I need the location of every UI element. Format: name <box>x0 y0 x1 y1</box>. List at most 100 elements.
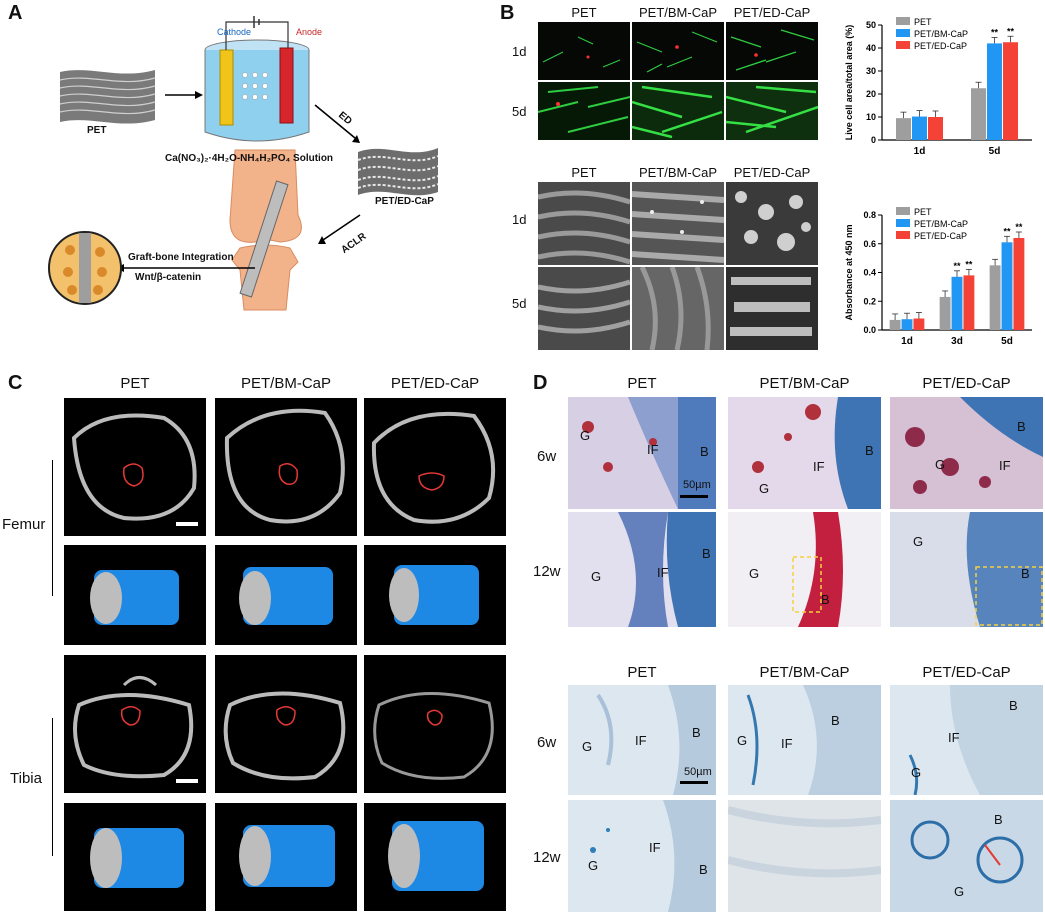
bar <box>1013 238 1025 330</box>
tb-bm-12w <box>728 800 881 912</box>
ct-femur-section-ed <box>364 398 506 536</box>
fluor-image-pet-1d <box>538 22 630 80</box>
masson-pet-12w <box>568 512 716 627</box>
y-tick-label: 0.2 <box>863 296 876 306</box>
label-if: IF <box>999 458 1011 473</box>
ct-tibia-3d-pet <box>64 803 206 911</box>
legend-label: PET/BM-CaP <box>914 29 968 39</box>
sem-image-ed-5d <box>726 267 818 350</box>
label-b: B <box>994 812 1003 827</box>
tibia-label: Tibia <box>10 770 42 787</box>
fluor-image-bm-1d <box>632 22 724 80</box>
bar <box>987 43 1002 140</box>
x-tick-label: 5d <box>989 146 1001 157</box>
panel-label-b: B <box>500 2 515 24</box>
label-if: IF <box>948 730 960 745</box>
hist-col-header: PET/BM-CaP <box>759 375 850 392</box>
bar <box>896 118 911 140</box>
ed-cap-fabric-image <box>357 148 439 196</box>
ct-col-header: PET/BM-CaP <box>240 375 331 392</box>
tb-col-header: PET/BM-CaP <box>759 664 850 681</box>
knee-joint-illustration <box>229 149 302 311</box>
ct-femur-section-pet <box>64 398 206 536</box>
bar <box>913 318 925 330</box>
pathway-label: Wnt/β-catenin <box>135 272 202 283</box>
ct-col-header: PET <box>120 375 150 392</box>
label-b: B <box>702 546 711 561</box>
sem-col-header: PET/BM-CaP <box>638 165 717 180</box>
chart-absorbance: 0.0 0.2 0.4 0.6 0.8 Absorbance at 450 nm 1d ** *… <box>844 207 1032 347</box>
label-if: IF <box>813 459 825 474</box>
ct-tibia-3d-ed <box>364 803 506 911</box>
legend-label: PET/ED-CaP <box>914 231 967 241</box>
y-tick-label: 0.0 <box>863 325 876 335</box>
bar <box>928 117 943 140</box>
label-g: G <box>588 858 599 873</box>
ct-tibia-section-ed <box>364 655 506 793</box>
integration-label: Graft-bone Integration <box>128 252 234 263</box>
y-tick-label: 50 <box>866 20 876 30</box>
significance-marker: ** <box>1003 226 1011 236</box>
ct-col-header: PET/ED-CaP <box>390 375 480 392</box>
ct-femur-3d-ed <box>364 545 506 645</box>
hist-row-label: 6w <box>537 448 557 465</box>
fluor-image-bm-5d <box>632 82 724 140</box>
y-tick-label: 0 <box>871 135 876 145</box>
label-b: B <box>1009 698 1018 713</box>
ct-tibia-3d-bm <box>215 803 357 911</box>
label-b: B <box>821 592 830 607</box>
sem-image-pet-5d <box>538 267 630 350</box>
ct-femur-section-bm <box>215 398 357 536</box>
significance-marker: ** <box>953 261 961 271</box>
pet-fabric-image <box>59 70 156 124</box>
label-g: G <box>591 569 602 584</box>
label-if: IF <box>647 442 659 457</box>
tb-row-label: 6w <box>537 734 557 751</box>
legend-swatch <box>896 219 910 227</box>
legend-label: PET/ED-CaP <box>914 41 967 51</box>
label-if: IF <box>649 840 661 855</box>
legend-swatch <box>896 29 910 37</box>
hist-row-label: 12w <box>533 563 561 580</box>
scale-label: 50µm <box>683 479 711 491</box>
panel-label-d: D <box>533 372 548 394</box>
label-b: B <box>1017 419 1026 434</box>
bar <box>939 296 951 330</box>
bar <box>951 276 963 330</box>
masson-ed-12w <box>890 512 1043 627</box>
x-tick-label: 1d <box>901 336 913 347</box>
bone-integration-circle <box>48 231 122 305</box>
bar <box>912 116 927 140</box>
y-tick-label: 20 <box>866 89 876 99</box>
sem-col-header: PET <box>571 165 597 180</box>
sem-col-header: PET/ED-CaP <box>733 165 811 180</box>
ct-tibia-section-bm <box>215 655 357 793</box>
label-g: G <box>913 534 924 549</box>
sem-image-bm-1d <box>632 182 724 265</box>
y-tick-label: 0.6 <box>863 239 876 249</box>
fluor-image-ed-1d <box>726 22 818 80</box>
bar <box>889 319 901 330</box>
sem-row-label: 5d <box>512 296 527 311</box>
significance-marker: ** <box>1007 26 1015 36</box>
label-g: G <box>935 457 946 472</box>
label-g: G <box>911 765 922 780</box>
tb-bm-6w <box>728 685 881 795</box>
pet-label: PET <box>87 125 107 136</box>
bar <box>1003 42 1018 140</box>
tb-ed-12w <box>890 800 1043 912</box>
bar <box>971 88 986 140</box>
label-b: B <box>692 725 701 740</box>
panel-label-a: A <box>8 2 23 24</box>
tb-col-header: PET/ED-CaP <box>922 664 1011 681</box>
label-g: G <box>759 481 770 496</box>
solution-label: Ca(NO₃)₂·4H₂O-NH₄H₂PO₄ Solution <box>165 153 334 164</box>
label-b: B <box>700 444 709 459</box>
scale-label: 50µm <box>684 766 712 778</box>
x-tick-label: 3d <box>951 336 963 347</box>
legend-swatch <box>896 41 910 49</box>
sem-image-bm-5d <box>632 267 724 350</box>
legend-label: PET/BM-CaP <box>914 219 968 229</box>
chart-live-cell-area: 0 10 20 30 40 50 Live cell area/total area (%)… <box>844 17 1032 157</box>
tb-row-label: 12w <box>533 849 561 866</box>
